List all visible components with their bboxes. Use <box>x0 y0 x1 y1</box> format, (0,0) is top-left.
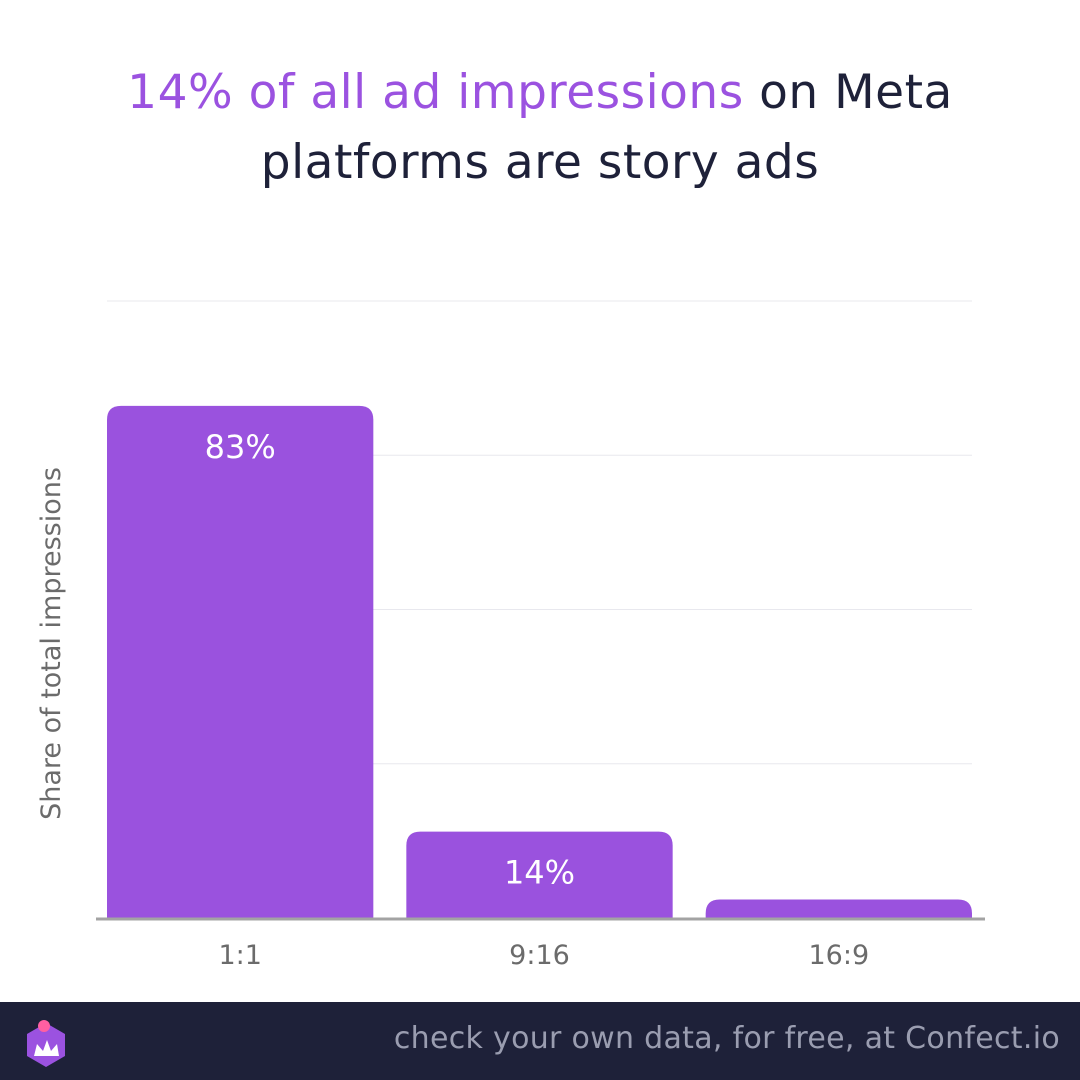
bar-1-1 <box>107 405 374 918</box>
bars <box>107 405 972 918</box>
x-tick-labels: 1:1 9:16 16:9 <box>218 940 869 971</box>
footer-bar: check your own data, for free, at Confec… <box>0 1002 1080 1080</box>
data-label: 83% <box>205 428 276 466</box>
chart-title-line-2: platforms are story ads <box>260 135 820 190</box>
x-tick-label: 16:9 <box>809 940 870 971</box>
x-tick-label: 1:1 <box>218 940 261 971</box>
y-axis-label: Share of total impressions <box>36 467 67 820</box>
bar-9-16 <box>406 831 673 918</box>
confect-logo-icon <box>22 1020 70 1072</box>
chart-title-line-1: 14% of all ad impressions on Meta <box>0 58 1080 128</box>
chart-title-highlight: 14% of all ad impressions <box>127 65 744 120</box>
bar-16-9 <box>705 899 972 918</box>
data-labels: 83% 14% <box>205 428 575 892</box>
x-tick-label: 9:16 <box>509 940 570 971</box>
footer-text: check your own data, for free, at Confec… <box>393 1021 1060 1056</box>
chart-title: 14% of all ad impressions on Meta platfo… <box>0 58 1080 198</box>
bar-chart: 83% 14% 1:1 9:16 16:9 Share of total impres… <box>36 300 985 971</box>
chart-title-rest: on Meta <box>743 65 953 120</box>
data-label: 14% <box>504 854 575 892</box>
